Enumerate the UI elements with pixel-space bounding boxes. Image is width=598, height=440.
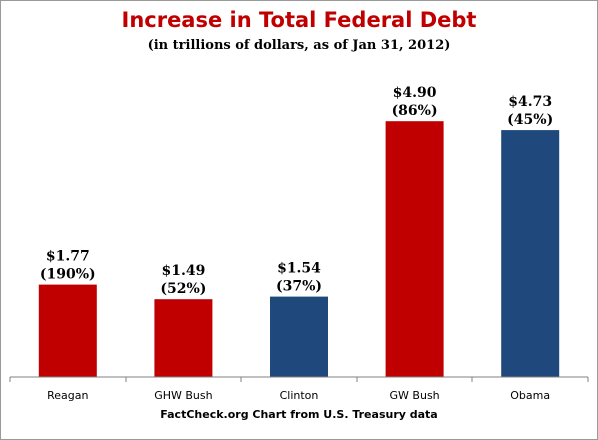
source-note: FactCheck.org Chart from U.S. Treasury d… bbox=[160, 408, 438, 421]
category-label: Obama bbox=[510, 389, 550, 402]
value-label: $1.77 bbox=[46, 249, 90, 265]
bars-layer bbox=[38, 121, 560, 377]
category-label: GW Bush bbox=[390, 389, 440, 402]
bar-obama bbox=[501, 130, 560, 377]
percent-label: (52%) bbox=[160, 281, 206, 297]
chart-subtitle: (in trillions of dollars, as of Jan 31, … bbox=[147, 38, 451, 53]
percent-label: (37%) bbox=[276, 279, 322, 295]
bar-gw-bush bbox=[385, 121, 444, 377]
percent-label: (45%) bbox=[507, 112, 553, 128]
bar-ghw-bush bbox=[154, 299, 213, 377]
value-label: $4.90 bbox=[393, 85, 437, 101]
category-label: Reagan bbox=[47, 389, 88, 402]
category-label: GHW Bush bbox=[154, 389, 212, 402]
percent-label: (86%) bbox=[392, 103, 438, 119]
bar-clinton bbox=[270, 296, 328, 377]
ticks-layer bbox=[9, 377, 589, 382]
bar-reagan bbox=[38, 284, 97, 377]
value-label: $1.49 bbox=[161, 263, 205, 279]
chart-title: Increase in Total Federal Debt bbox=[121, 8, 477, 32]
percent-label: (190%) bbox=[40, 267, 96, 283]
value-label: $1.54 bbox=[277, 261, 321, 277]
labels-layer: $1.77 (190%) Reagan $1.49 (52%) GHW Bush $1.54… bbox=[40, 85, 553, 402]
value-label: $4.73 bbox=[508, 94, 552, 110]
category-label: Clinton bbox=[280, 389, 319, 402]
